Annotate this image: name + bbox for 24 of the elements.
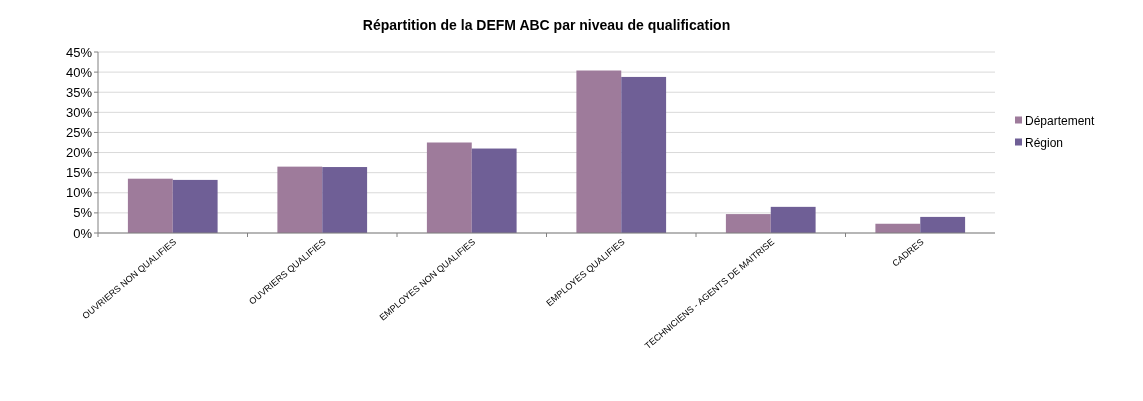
- legend-label: Département: [1025, 113, 1096, 128]
- y-tick-label: 25%: [65, 124, 93, 140]
- chart-title: Répartition de la DEFM ABC par niveau de qualification: [362, 17, 731, 33]
- y-tick-label: 15%: [65, 165, 93, 181]
- bar: [770, 206, 816, 233]
- bar: [127, 178, 173, 233]
- y-tick-label: 40%: [65, 64, 93, 80]
- bar: [621, 76, 667, 233]
- y-tick-label: 10%: [65, 185, 93, 201]
- bar: [172, 179, 218, 233]
- y-tick-label: 35%: [65, 84, 93, 100]
- y-tick-label: 5%: [73, 205, 93, 221]
- bar: [471, 148, 517, 233]
- y-tick-label: 0%: [73, 225, 93, 241]
- bar: [725, 214, 771, 233]
- y-tick-label: 20%: [65, 145, 93, 161]
- bar: [576, 70, 622, 233]
- legend-label: Région: [1025, 135, 1064, 150]
- y-tick-label: 45%: [65, 44, 93, 60]
- y-tick-label: 30%: [65, 104, 93, 120]
- bar: [277, 166, 323, 233]
- bar: [322, 167, 368, 233]
- bar: [920, 216, 966, 233]
- bar: [426, 142, 472, 233]
